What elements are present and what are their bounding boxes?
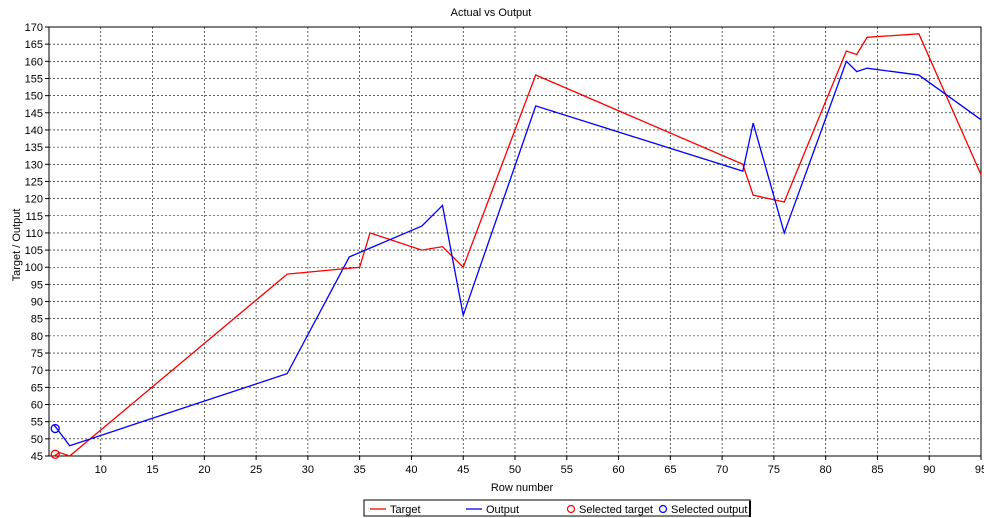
chart-title: Actual vs Output [451, 7, 532, 19]
legend-label-selected-target: Selected target [579, 504, 653, 516]
y-tick-label: 75 [31, 348, 43, 360]
y-axis-label: Target / Output [11, 209, 23, 282]
y-tick-label: 145 [25, 108, 43, 120]
y-tick-label: 55 [31, 417, 43, 429]
selected-markers [50, 423, 60, 459]
x-tick-label: 85 [871, 464, 883, 476]
y-tick-label: 165 [25, 39, 43, 51]
x-tick-label: 30 [302, 464, 314, 476]
y-tick-label: 95 [31, 279, 43, 291]
legend-swatch-selected-output [658, 504, 668, 514]
series-line-target [53, 33, 982, 457]
x-tick-label: 55 [561, 464, 573, 476]
x-tick-label: 50 [509, 464, 521, 476]
x-tick-label: 45 [457, 464, 469, 476]
y-tick-label: 90 [31, 297, 43, 309]
y-tick-label: 50 [31, 434, 43, 446]
y-tick-label: 60 [31, 400, 43, 412]
x-axis: 10 15 20 25 30 35 40 45 50 55 60 65 70 75 80 85 90 95 [95, 456, 984, 476]
x-tick-label: 95 [975, 464, 984, 476]
y-tick-label: 115 [25, 211, 43, 223]
y-tick-label: 170 [25, 22, 43, 34]
legend-label-output: Output [486, 504, 519, 516]
x-tick-label: 65 [664, 464, 676, 476]
y-tick-label: 65 [31, 382, 43, 394]
y-tick-label: 110 [25, 228, 43, 240]
x-tick-label: 70 [716, 464, 728, 476]
y-tick-label: 70 [31, 365, 43, 377]
y-tick-label: 105 [25, 245, 43, 257]
y-tick-label: 85 [31, 314, 43, 326]
x-tick-label: 10 [95, 464, 107, 476]
legend-swatch-selected-target [566, 504, 576, 514]
y-tick-label: 100 [25, 262, 43, 274]
y-tick-label: 125 [25, 176, 43, 188]
x-tick-label: 20 [198, 464, 210, 476]
y-tick-label: 130 [25, 159, 43, 171]
y-tick-label: 140 [25, 125, 43, 137]
legend-label-target: Target [390, 504, 421, 516]
x-axis-label: Row number [491, 482, 554, 494]
grid [49, 26, 982, 457]
y-tick-label: 160 [25, 56, 43, 68]
x-tick-label: 80 [820, 464, 832, 476]
x-tick-label: 90 [923, 464, 935, 476]
y-tick-label: 120 [25, 194, 43, 206]
legend-label-selected-output: Selected output [671, 504, 747, 516]
selected-point-target [50, 449, 60, 459]
y-tick-label: 155 [25, 73, 43, 85]
x-tick-label: 75 [768, 464, 780, 476]
y-tick-label: 45 [31, 451, 43, 463]
y-tick-label: 150 [25, 91, 43, 103]
x-tick-label: 35 [354, 464, 366, 476]
y-tick-label: 135 [25, 142, 43, 154]
series-line-output [53, 60, 982, 447]
x-tick-label: 40 [405, 464, 417, 476]
x-tick-label: 15 [146, 464, 158, 476]
series-lines [53, 33, 982, 457]
legend: Target Output Selected target Selected outp… [363, 499, 751, 517]
y-tick-label: 80 [31, 331, 43, 343]
selected-point-output [50, 423, 60, 434]
x-tick-label: 25 [250, 464, 262, 476]
y-axis: 45 50 55 60 65 70 75 80 85 90 95 100 105 110 115 120 125… [25, 22, 49, 463]
x-tick-label: 60 [612, 464, 624, 476]
